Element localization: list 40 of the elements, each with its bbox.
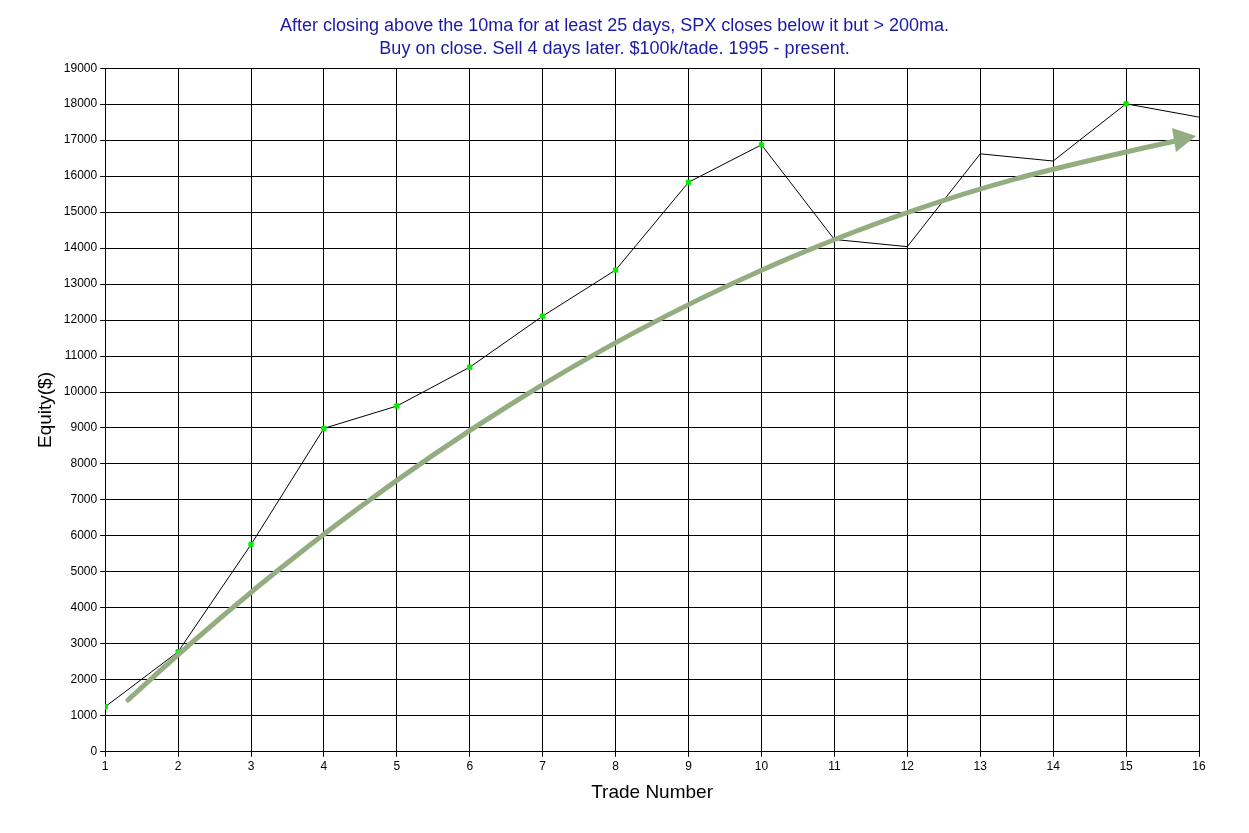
y-tick-label: 6000 (70, 528, 98, 543)
y-tick-label: 11000 (64, 348, 98, 363)
y-tick-label: 19000 (63, 60, 98, 75)
x-tick-label: 3 (247, 759, 255, 774)
x-tick-label: 16 (1192, 759, 1206, 774)
x-tick-label: 6 (466, 759, 474, 774)
chart-title: After closing above the 10ma for at least 25 days, SPX closes below it but > 200ma. (280, 14, 949, 35)
y-tick-label: 15000 (63, 204, 98, 219)
x-tick-label: 7 (539, 759, 547, 774)
y-tick-label: 7000 (70, 492, 98, 507)
x-tick-label: 8 (612, 759, 620, 774)
y-axis-title: Equity($) (33, 371, 55, 449)
x-axis-title: Trade Number (591, 780, 714, 802)
x-tick-label: 14 (1046, 759, 1061, 774)
x-tick-label: 11 (828, 759, 841, 774)
x-tick-label: 1 (101, 759, 109, 774)
y-tick-label: 16000 (63, 168, 98, 183)
x-tick-label: 4 (320, 759, 328, 774)
y-tick-label: 5000 (70, 564, 98, 579)
y-tick-label: 17000 (63, 132, 98, 147)
x-tick-label: 13 (973, 759, 988, 774)
y-tick-label: 18000 (63, 96, 98, 111)
y-tick-label: 13000 (63, 276, 98, 291)
x-tick-label: 10 (754, 759, 769, 774)
x-tick-label: 15 (1119, 759, 1134, 774)
chart-subtitle: Buy on close. Sell 4 days later. $100k/tade. 1995 - present. (379, 38, 850, 59)
x-tick-label: 5 (393, 759, 401, 774)
x-tick-label: 2 (174, 759, 182, 774)
x-tick-label: 12 (900, 759, 915, 774)
y-tick-label: 10000 (63, 384, 98, 399)
y-tick-label: 2000 (70, 672, 98, 687)
y-tick-label: 0 (90, 744, 98, 759)
y-tick-label: 8000 (70, 456, 98, 471)
y-tick-label: 4000 (70, 600, 98, 615)
y-tick-label: 9000 (70, 420, 98, 435)
y-tick-label: 14000 (63, 240, 98, 255)
y-tick-label: 12000 (63, 312, 98, 327)
y-tick-label: 1000 (70, 708, 98, 723)
y-tick-label: 3000 (70, 636, 98, 651)
x-tick-label: 9 (685, 759, 693, 774)
